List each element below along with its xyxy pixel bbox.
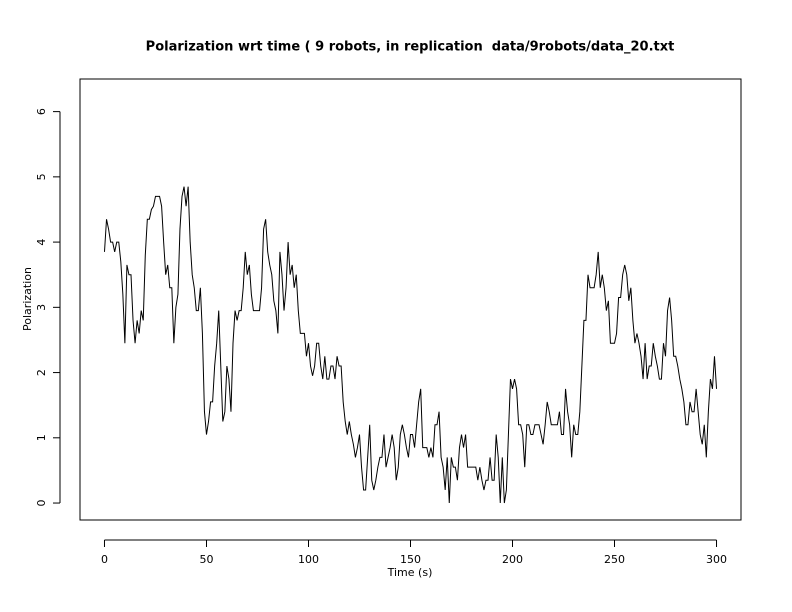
x-tick-label: 250 <box>604 553 625 566</box>
y-tick-label: 6 <box>35 108 48 115</box>
x-tick-label: 200 <box>502 553 523 566</box>
data-line <box>103 186 718 504</box>
y-tick-label: 0 <box>35 500 48 507</box>
x-tick-label: 100 <box>298 553 319 566</box>
y-axis-label: Polarization <box>21 267 34 331</box>
x-axis-label: Time (s) <box>387 566 433 579</box>
plot-box <box>79 78 742 521</box>
x-tick-label: 150 <box>400 553 421 566</box>
y-tick-label: 5 <box>35 173 48 180</box>
y-tick-label: 2 <box>35 369 48 376</box>
y-tick-label: 3 <box>35 304 48 311</box>
y-tick-label: 1 <box>35 434 48 441</box>
x-tick-label: 300 <box>706 553 727 566</box>
x-tick-label: 50 <box>199 553 213 566</box>
chart-title: Polarization wrt time ( 9 robots, in rep… <box>146 40 675 55</box>
x-tick-label: 0 <box>101 553 108 566</box>
y-tick-label: 4 <box>35 239 48 246</box>
